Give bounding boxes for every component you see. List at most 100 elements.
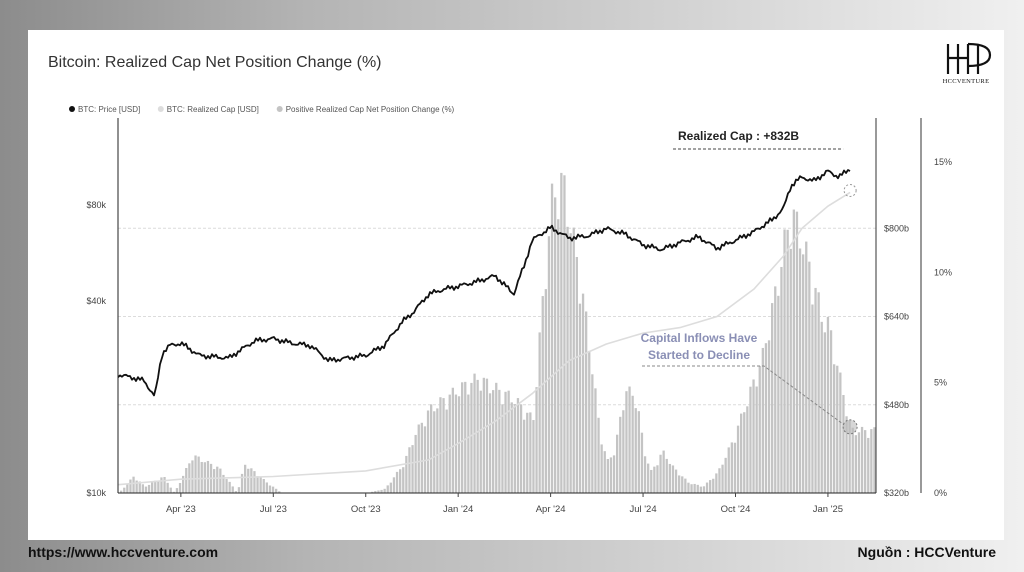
position-change-bar [377, 490, 380, 493]
position-change-bar [591, 374, 594, 493]
position-change-bar [774, 286, 777, 493]
position-change-bar [634, 408, 637, 493]
position-change-bar [470, 382, 473, 493]
position-change-bar [219, 468, 222, 493]
position-change-bar [526, 412, 529, 493]
position-change-bar [792, 209, 795, 494]
position-change-bar [163, 477, 166, 493]
position-change-bar [160, 477, 163, 493]
position-change-bar [532, 420, 535, 493]
mid-tick-label: $640b [884, 312, 909, 322]
position-change-bar [671, 465, 675, 493]
realized-cap-marker [843, 183, 857, 197]
position-change-bar [681, 476, 684, 493]
right-tick-label: 0% [934, 488, 947, 498]
position-change-bar [547, 236, 551, 493]
position-change-bar [808, 261, 811, 493]
position-change-bar [746, 406, 749, 493]
position-change-bar [662, 450, 665, 493]
position-change-bar [653, 466, 656, 493]
position-change-bar [380, 489, 383, 493]
position-change-bar [476, 379, 479, 493]
position-change-bar [715, 473, 718, 493]
position-change-bar [135, 480, 138, 493]
position-change-bar [597, 417, 600, 493]
position-change-bar [457, 396, 461, 493]
position-change-bar [247, 468, 250, 493]
position-change-bar [727, 447, 730, 493]
inflows-marker [842, 419, 858, 435]
position-change-bar [423, 426, 427, 493]
position-change-bar [811, 304, 814, 493]
position-change-bar [650, 469, 653, 493]
position-change-bar [132, 476, 135, 493]
x-tick-label: Jan '25 [813, 504, 843, 515]
position-change-bar [262, 479, 265, 493]
position-change-bar [467, 394, 470, 493]
position-change-bar [665, 458, 668, 493]
position-change-bar [616, 434, 619, 493]
position-change-bar [222, 474, 225, 493]
position-change-bar [743, 412, 746, 493]
position-change-bar [374, 490, 377, 493]
position-change-bar [417, 424, 420, 493]
position-change-bar [857, 432, 861, 493]
position-change-bar [836, 365, 839, 493]
position-change-bar [448, 394, 451, 493]
position-change-bar [656, 465, 659, 493]
position-change-bar [550, 183, 554, 493]
position-change-bar [761, 347, 764, 493]
position-change-bar [736, 425, 740, 493]
position-change-bar [752, 379, 755, 493]
position-change-bar [495, 382, 498, 493]
position-change-bar [749, 386, 752, 493]
position-change-bar [578, 303, 582, 493]
position-change-bar [268, 485, 272, 493]
position-change-bar [203, 462, 206, 493]
realized-cap-line [117, 191, 851, 486]
position-change-bar [755, 386, 758, 493]
left-tick-label: $40k [86, 296, 106, 306]
position-change-bar [560, 172, 563, 493]
position-change-bar [783, 229, 786, 493]
position-change-bar [411, 445, 414, 493]
inflows-annotation-line2: Started to Decline [648, 348, 750, 362]
position-change-bar [764, 343, 768, 493]
position-change-bar [482, 377, 485, 493]
position-change-bar [383, 488, 386, 493]
position-change-bar [516, 398, 520, 493]
position-change-bar [200, 461, 203, 493]
position-change-bar [678, 475, 681, 493]
position-change-bar [839, 372, 842, 493]
position-change-bar [402, 467, 405, 493]
position-change-bar [513, 404, 516, 493]
mid-tick-label: $320b [884, 488, 909, 498]
website-link[interactable]: https://www.hccventure.com [28, 544, 219, 560]
position-change-bar [485, 378, 489, 493]
legend-marker-1 [157, 106, 164, 112]
position-change-bar [814, 287, 817, 493]
position-change-bar [445, 409, 448, 493]
position-change-bar [554, 197, 557, 493]
position-change-bar [182, 475, 185, 493]
x-tick-label: Jul '24 [629, 504, 656, 515]
x-tick-label: Apr '24 [536, 504, 566, 515]
position-change-bar [864, 430, 867, 493]
position-change-bar [557, 219, 560, 493]
position-change-bar [154, 480, 157, 493]
position-change-bar [271, 486, 275, 493]
position-change-bar [399, 469, 402, 493]
position-change-bar [854, 435, 857, 493]
position-change-bar [786, 229, 789, 493]
position-change-bar [510, 402, 513, 493]
position-change-bar [684, 478, 687, 493]
position-change-bar [395, 471, 399, 493]
position-change-bar [873, 427, 876, 493]
position-change-bar [845, 416, 848, 493]
position-change-bar [389, 482, 392, 493]
position-change-bar [798, 248, 802, 493]
position-change-bar [259, 477, 262, 493]
position-change-bar [507, 390, 510, 493]
position-change-bar [250, 468, 253, 493]
position-change-bar [867, 437, 870, 493]
